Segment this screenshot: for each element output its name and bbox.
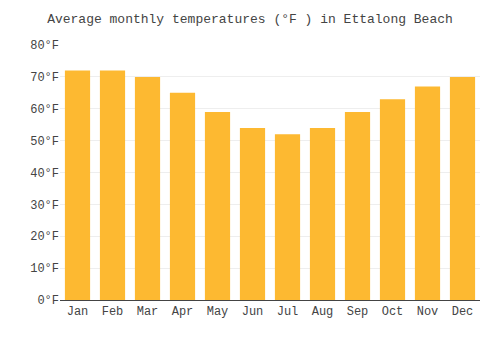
svg-text:Feb: Feb — [102, 305, 124, 319]
svg-text:Jul: Jul — [277, 305, 299, 319]
svg-text:Mar: Mar — [137, 305, 159, 319]
svg-text:Sep: Sep — [347, 305, 369, 319]
svg-text:Dec: Dec — [452, 305, 474, 319]
svg-text:Jun: Jun — [242, 305, 264, 319]
svg-text:Apr: Apr — [172, 305, 194, 319]
svg-text:30°F: 30°F — [30, 199, 59, 213]
svg-text:20°F: 20°F — [30, 230, 59, 244]
svg-text:Average monthly temperatures (: Average monthly temperatures (°F ) in Et… — [47, 12, 453, 27]
svg-text:50°F: 50°F — [30, 135, 59, 149]
svg-text:Jan: Jan — [67, 305, 89, 319]
svg-text:40°F: 40°F — [30, 167, 59, 181]
svg-text:10°F: 10°F — [30, 262, 59, 276]
svg-text:70°F: 70°F — [30, 71, 59, 85]
svg-text:60°F: 60°F — [30, 103, 59, 117]
svg-text:May: May — [207, 305, 229, 319]
svg-text:0°F: 0°F — [37, 294, 59, 308]
svg-text:Nov: Nov — [417, 305, 439, 319]
svg-text:Aug: Aug — [312, 305, 334, 319]
svg-text:Oct: Oct — [382, 305, 404, 319]
svg-text:80°F: 80°F — [30, 39, 59, 53]
